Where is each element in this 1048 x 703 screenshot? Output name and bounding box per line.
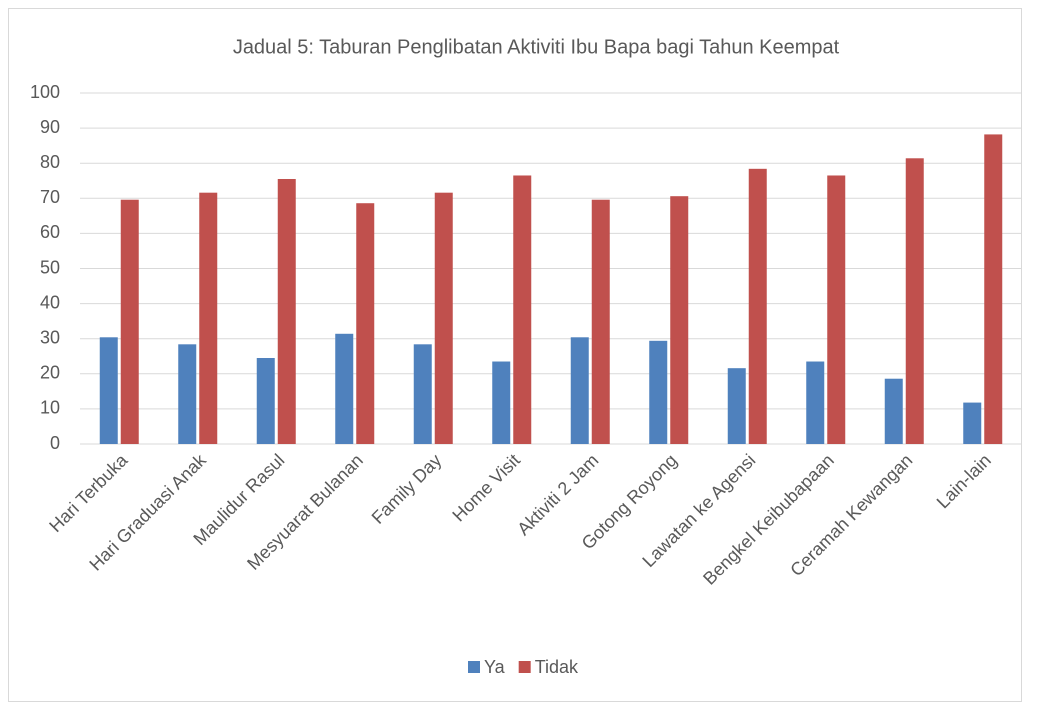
bar xyxy=(434,192,453,444)
bar xyxy=(199,192,218,444)
bar xyxy=(984,134,1003,444)
y-tick-label: 100 xyxy=(30,82,60,102)
y-tick-label: 20 xyxy=(40,363,60,383)
bar xyxy=(591,199,610,444)
bar xyxy=(670,196,689,444)
legend-label: Ya xyxy=(484,657,506,677)
bar xyxy=(356,203,375,444)
legend-swatch xyxy=(518,661,531,673)
bar xyxy=(492,361,511,444)
y-tick-label: 60 xyxy=(40,222,60,242)
bar xyxy=(963,402,982,444)
bar xyxy=(513,175,532,445)
y-tick-label: 50 xyxy=(40,257,60,277)
bar xyxy=(277,178,296,444)
bar xyxy=(178,344,197,444)
bar xyxy=(99,337,118,444)
bar xyxy=(905,158,924,444)
y-tick-label: 10 xyxy=(40,398,60,418)
y-tick-label: 0 xyxy=(50,433,60,453)
bar xyxy=(570,337,589,444)
bar xyxy=(727,368,746,444)
legend-swatch xyxy=(468,661,480,673)
bar xyxy=(884,378,903,444)
bar xyxy=(806,361,825,444)
bar xyxy=(649,340,668,444)
bar xyxy=(413,344,432,444)
y-tick-label: 70 xyxy=(40,187,60,207)
y-tick-label: 30 xyxy=(40,327,60,347)
bar xyxy=(256,358,275,444)
bar xyxy=(120,199,139,444)
bar xyxy=(335,333,354,444)
y-tick-label: 90 xyxy=(40,117,60,137)
y-tick-label: 80 xyxy=(40,152,60,172)
bar xyxy=(827,175,846,445)
legend-label: Tidak xyxy=(535,657,579,677)
y-tick-label: 40 xyxy=(40,292,60,312)
bar xyxy=(748,168,767,445)
chart-title: Jadual 5: Taburan Penglibatan Aktiviti I… xyxy=(233,36,840,58)
